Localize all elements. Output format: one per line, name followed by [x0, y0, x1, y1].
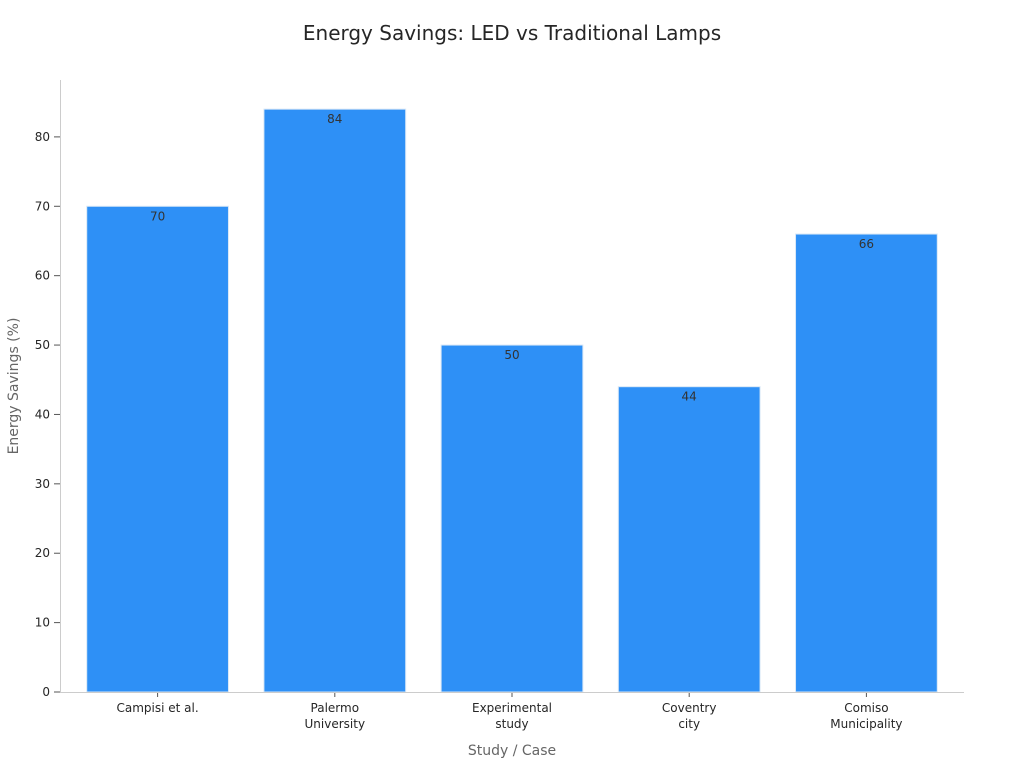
y-tick-label: 20	[35, 546, 50, 560]
x-tick-label: Experimental study	[472, 701, 552, 731]
bar-value-label: 44	[682, 390, 697, 404]
y-tick-label: 80	[35, 130, 50, 144]
plot-area: 0 10 20 30 40 50 60 70 80 70 Campisi et al. 84 Paler…	[35, 108, 938, 731]
x-tick-label: Palermo University	[305, 701, 366, 731]
x-tick-label: Comiso Municipality	[830, 701, 902, 731]
bar	[795, 233, 938, 693]
y-tick-label: 40	[35, 407, 50, 421]
x-tick-label: Coventry city	[662, 701, 717, 731]
x-tick-label: Campisi et al.	[117, 701, 199, 715]
y-tick-label: 60	[35, 269, 50, 283]
bar-value-label: 50	[504, 348, 519, 362]
y-axis-title: Energy Savings (%)	[6, 318, 22, 455]
bar-value-label: 70	[150, 209, 165, 223]
y-tick-label: 0	[42, 685, 50, 699]
bar-value-label: 84	[327, 112, 342, 126]
bar	[617, 386, 761, 693]
bar	[86, 205, 229, 693]
bar-value-label: 66	[859, 237, 874, 251]
y-tick-label: 30	[35, 477, 50, 491]
x-axis-title: Study / Case	[468, 743, 556, 759]
y-tick-label: 50	[35, 338, 50, 352]
bar	[263, 108, 407, 693]
y-tick-label: 70	[35, 199, 50, 213]
bar	[440, 344, 584, 693]
y-tick-label: 10	[35, 616, 50, 630]
chart-title: Energy Savings: LED vs Traditional Lamps	[303, 21, 721, 45]
